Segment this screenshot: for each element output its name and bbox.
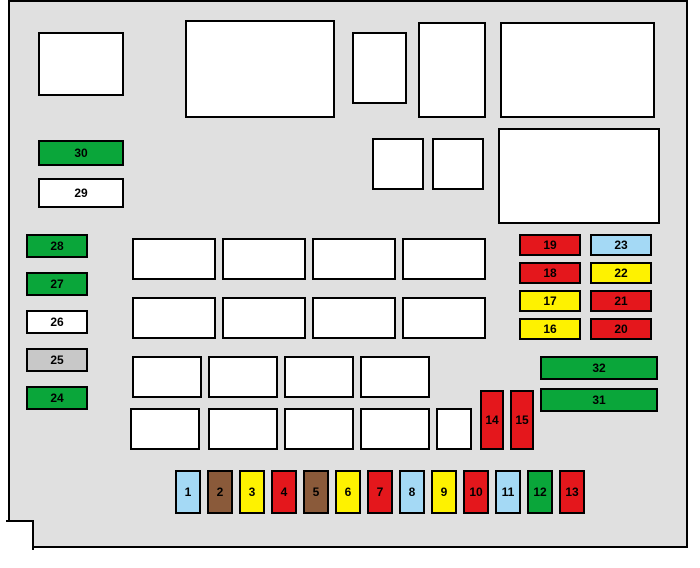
fuse-label: 18 [543,266,556,280]
fuse-21: 21 [590,290,652,312]
relay-box [132,238,216,280]
fuse-label: 7 [377,485,384,499]
relay-box [222,238,306,280]
relay-box [38,32,124,96]
fuse-10: 10 [463,470,489,514]
fuse-label: 11 [502,485,515,499]
fuse-32: 32 [540,356,658,380]
relay-box [185,20,335,118]
fuse-27: 27 [26,272,88,296]
relay-box [132,297,216,339]
fuse-1: 1 [175,470,201,514]
fuse-20: 20 [590,318,652,340]
relay-box [132,356,202,398]
relay-box [498,128,660,224]
fuse-label: 16 [543,322,556,336]
fuse-label: 20 [614,322,627,336]
fuse-label: 15 [515,413,528,427]
fuse-6: 6 [335,470,361,514]
relay-box [284,408,354,450]
relay-box [418,22,486,118]
fuse-label: 19 [543,238,556,252]
relay-box [432,138,484,190]
fuse-label: 3 [249,485,256,499]
relay-box [500,22,655,118]
relay-box [436,408,472,450]
fuse-22: 22 [590,262,652,284]
fuse-label: 26 [50,315,63,329]
fuse-label: 2 [217,485,224,499]
fuse-label: 17 [543,294,556,308]
relay-box [222,297,306,339]
fuse-label: 25 [50,353,63,367]
fuse-15: 15 [510,390,534,450]
fuse-label: 4 [281,485,288,499]
fuse-label: 10 [469,485,482,499]
fuse-label: 32 [592,361,605,375]
fuse-label: 12 [533,485,546,499]
panel-notch [6,520,34,550]
fuse-25: 25 [26,348,88,372]
fuse-17: 17 [519,290,581,312]
fuse-24: 24 [26,386,88,410]
fuse-14: 14 [480,390,504,450]
fuse-label: 6 [345,485,352,499]
fuse-label: 8 [409,485,416,499]
fuse-4: 4 [271,470,297,514]
relay-box [402,297,486,339]
fuse-label: 31 [592,393,605,407]
fuse-26: 26 [26,310,88,334]
fuse-13: 13 [559,470,585,514]
relay-box [312,238,396,280]
fuse-7: 7 [367,470,393,514]
fuse-label: 21 [614,294,627,308]
relay-box [372,138,424,190]
fuse-label: 27 [50,277,63,291]
fuse-label: 22 [614,266,627,280]
relay-box [284,356,354,398]
relay-box [130,408,200,450]
fuse-label: 9 [441,485,448,499]
fuse-8: 8 [399,470,425,514]
fuse-18: 18 [519,262,581,284]
fuse-label: 24 [50,391,63,405]
fuse-label: 13 [565,485,578,499]
fuse-label: 23 [614,238,627,252]
relay-box [312,297,396,339]
fuse-19: 19 [519,234,581,256]
fuse-28: 28 [26,234,88,258]
fuse-label: 28 [50,239,63,253]
relay-box [360,408,430,450]
relay-box [208,356,278,398]
relay-box [208,408,278,450]
fuse-29: 29 [38,178,124,208]
fuse-31: 31 [540,388,658,412]
fuse-9: 9 [431,470,457,514]
fuse-30: 30 [38,140,124,166]
fuse-label: 14 [485,413,498,427]
fuse-5: 5 [303,470,329,514]
fuse-11: 11 [495,470,521,514]
relay-box [402,238,486,280]
fuse-23: 23 [590,234,652,256]
fuse-3: 3 [239,470,265,514]
fuse-2: 2 [207,470,233,514]
fuse-16: 16 [519,318,581,340]
fuse-label: 29 [74,186,87,200]
fuse-12: 12 [527,470,553,514]
relay-box [360,356,430,398]
relay-box [352,32,407,104]
fuse-label: 30 [74,146,87,160]
fuse-label: 5 [313,485,320,499]
fuse-box-diagram: 3029282726252419231822172116203231141512… [0,0,700,568]
fuse-label: 1 [185,485,192,499]
